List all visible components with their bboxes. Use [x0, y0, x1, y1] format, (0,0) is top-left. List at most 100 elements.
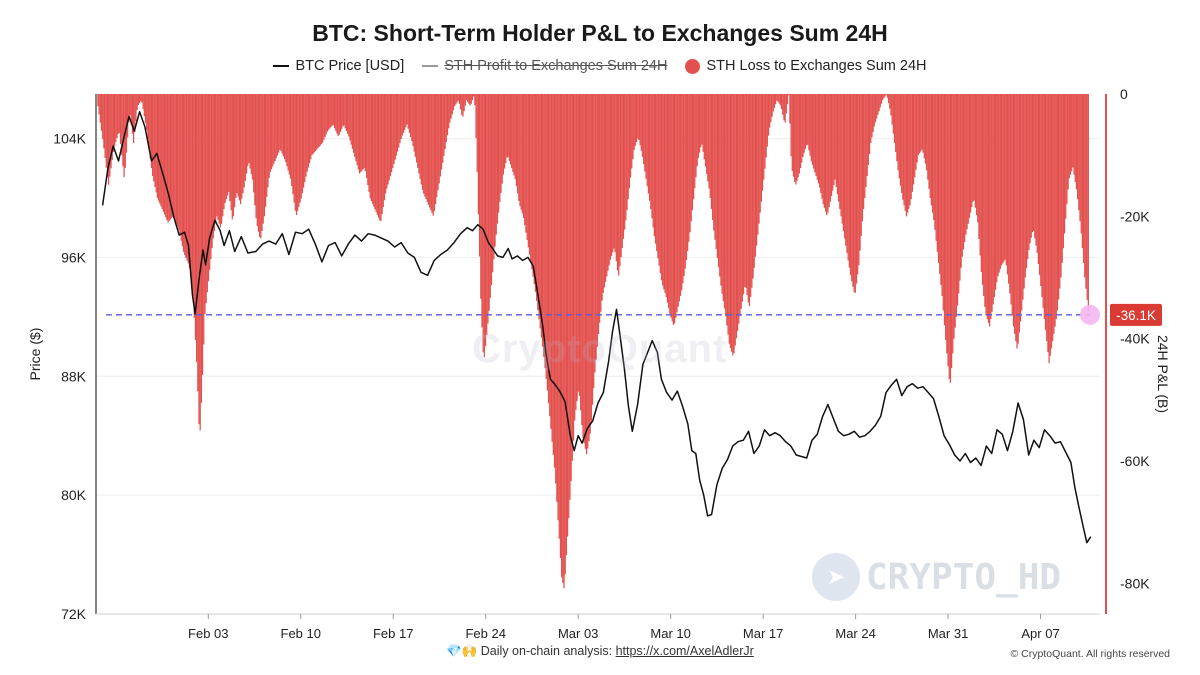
loss-bar [893, 94, 896, 143]
loss-bar [109, 94, 111, 177]
loss-bar [345, 94, 348, 132]
loss-bar [1028, 94, 1030, 250]
loss-bar [545, 94, 547, 380]
loss-bar [1063, 94, 1066, 234]
loss-bar [394, 94, 396, 160]
loss-bar [168, 94, 170, 221]
loss-bar [550, 94, 552, 430]
loss-bar [1019, 94, 1022, 322]
loss-bar [414, 94, 417, 158]
loss-bar [411, 94, 413, 142]
loss-bar [887, 94, 890, 104]
loss-bar [157, 94, 160, 201]
loss-bar [469, 94, 471, 106]
loss-bar [140, 94, 142, 102]
loss-bar [920, 94, 922, 152]
loss-bar [980, 94, 982, 273]
loss-bar [213, 94, 216, 232]
loss-bar [665, 94, 667, 298]
loss-bar [568, 94, 570, 519]
loss-bar [877, 94, 879, 115]
loss-bar [710, 94, 713, 210]
loss-bar [549, 94, 551, 417]
loss-bar [621, 94, 623, 248]
loss-bar [288, 94, 290, 175]
loss-bar [1085, 94, 1087, 289]
loss-bar [591, 94, 594, 405]
loss-bar [626, 94, 628, 211]
loss-bar [332, 94, 334, 126]
loss-bar [430, 94, 432, 211]
loss-bar [654, 94, 657, 244]
loss-bar [1037, 94, 1040, 265]
loss-bar [928, 94, 930, 189]
left-tick-label: 80K [61, 487, 87, 503]
loss-bar [1059, 94, 1061, 289]
loss-bar [433, 94, 436, 211]
loss-bar [587, 94, 589, 449]
loss-bar [395, 94, 397, 156]
loss-bar [161, 94, 163, 210]
loss-bar [878, 94, 880, 112]
loss-bar [765, 94, 767, 158]
loss-bar [821, 94, 823, 199]
loss-bar [966, 94, 968, 230]
loss-bar [564, 94, 566, 575]
x-tick-label: Apr 07 [1021, 626, 1059, 641]
loss-bar [434, 94, 437, 205]
loss-bar [349, 94, 351, 141]
loss-bar [1041, 94, 1043, 298]
footer-link[interactable]: https://x.com/AxelAdlerJr [615, 644, 754, 658]
loss-bar [619, 94, 621, 267]
loss-bar [934, 94, 936, 230]
loss-bar [1000, 94, 1003, 266]
loss-bar [558, 94, 560, 539]
loss-bar [833, 94, 835, 186]
loss-bar [182, 94, 185, 252]
loss-bar [956, 94, 959, 306]
loss-bar [761, 94, 764, 191]
loss-bar [207, 94, 210, 282]
legend-item-sth-loss[interactable]: STH Loss to Exchanges Sum 24H [685, 58, 927, 74]
loss-bar [487, 94, 489, 324]
loss-bar [643, 94, 645, 165]
loss-bar [657, 94, 659, 259]
loss-bar [341, 94, 343, 130]
loss-bar [473, 94, 475, 97]
loss-bar [502, 94, 504, 175]
loss-bar [807, 94, 809, 145]
loss-bar [570, 94, 572, 482]
loss-bar [212, 94, 214, 239]
loss-bar [112, 94, 115, 152]
loss-bar [702, 94, 704, 152]
loss-bar [356, 94, 358, 166]
loss-bar [547, 94, 550, 404]
loss-bar [628, 94, 631, 189]
loss-bar [199, 94, 201, 431]
loss-bar [675, 94, 677, 318]
loss-bar [958, 94, 960, 294]
loss-bar [955, 94, 957, 317]
loss-bar [736, 94, 739, 331]
loss-bar [1029, 94, 1031, 244]
loss-bar [314, 94, 317, 152]
loss-bar [216, 94, 218, 217]
loss-bar [390, 94, 393, 173]
loss-bar [585, 94, 588, 455]
loss-bar [639, 94, 641, 146]
loss-bar [562, 94, 564, 583]
loss-bar [137, 94, 139, 106]
legend-item-sth-profit[interactable]: STH Profit to Exchanges Sum 24H [422, 58, 667, 74]
loss-bar [379, 94, 381, 221]
loss-bar [408, 94, 411, 133]
loss-bar [776, 94, 778, 101]
loss-bar [167, 94, 169, 223]
loss-bar [616, 94, 619, 271]
loss-bar [176, 94, 179, 227]
loss-bar [518, 94, 520, 201]
loss-bar [138, 94, 141, 104]
loss-bar [1047, 94, 1049, 353]
loss-bar [370, 94, 373, 202]
loss-bar [295, 94, 298, 215]
legend-item-price[interactable]: BTC Price [USD] [273, 58, 404, 74]
